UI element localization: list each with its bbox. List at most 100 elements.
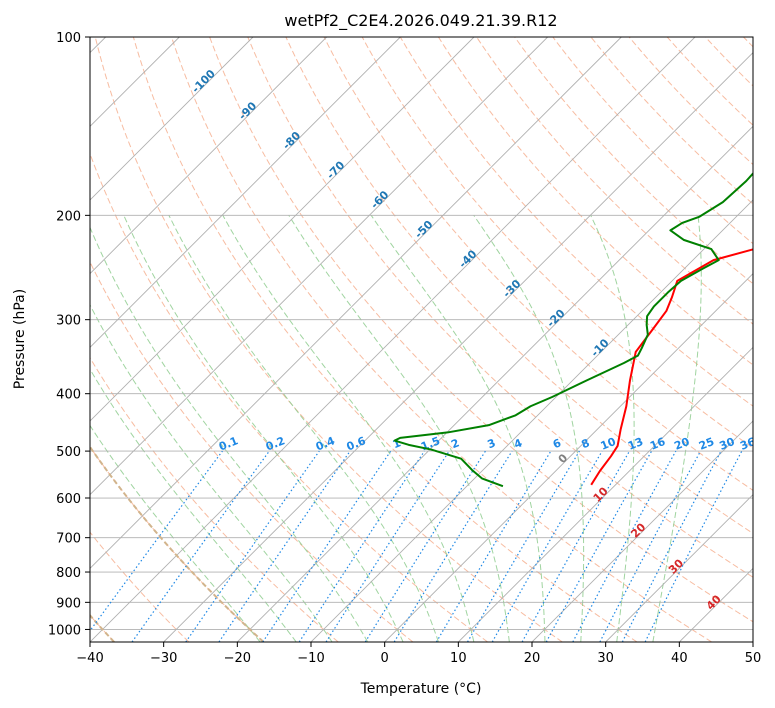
dry-adiabat-line — [90, 531, 190, 642]
isotherm-line — [752, 641, 753, 642]
y-tick-label: 400 — [56, 388, 81, 403]
moist-adiabat-line — [90, 424, 261, 642]
mixing-ratio-line — [325, 450, 450, 642]
moist-adiabat-line — [222, 215, 475, 642]
mixing-ratio-line — [466, 450, 580, 642]
mixing-ratio-line — [131, 450, 270, 642]
isotherm-label: -10 — [588, 336, 611, 359]
special-curve-line — [90, 445, 265, 642]
mixing-ratio-label: 36 — [738, 435, 757, 453]
isotherm-label: -50 — [412, 218, 435, 241]
dry-adiabat-line — [323, 37, 753, 491]
dry-adiabat-line — [438, 37, 753, 366]
dry-adiabat-line — [666, 37, 753, 126]
mixing-ratio-label: 2 — [449, 436, 461, 451]
dry-adiabat-line — [90, 356, 339, 642]
mixing-ratio-label: 0.1 — [217, 434, 240, 453]
mixing-ratio-label: 0.6 — [345, 434, 368, 453]
isotherm-label: -90 — [236, 99, 259, 122]
x-tick-label: 20 — [524, 651, 541, 666]
y-axis: 100 200 300 400 500 600 700 800 900 1000 — [48, 31, 90, 638]
isotherm-line — [531, 420, 753, 642]
mixing-ratio-label: 10 — [599, 435, 618, 453]
y-tick-label: 800 — [56, 566, 81, 581]
dry-adiabat-line — [94, 37, 563, 642]
mixing-ratio-label: 25 — [697, 435, 716, 453]
x-tick-label: 0 — [381, 651, 389, 666]
y-tick-label: 500 — [56, 445, 81, 460]
mixing-ratio-label: 1.5 — [419, 434, 442, 453]
dry-adiabat-line — [90, 152, 488, 642]
mixing-ratio-label: 1 — [391, 436, 403, 451]
dry-adiabat-line — [590, 37, 753, 205]
dry-adiabat-line — [247, 37, 753, 578]
isotherm-label: -30 — [500, 277, 523, 300]
isotherm-label: 30 — [666, 556, 686, 576]
x-tick-label: −40 — [76, 651, 103, 666]
x-tick-label: 30 — [597, 651, 614, 666]
isotherm-line — [90, 37, 548, 496]
mixing-ratio-line — [364, 450, 486, 642]
mixing-ratio-line — [393, 450, 513, 642]
x-axis-title: Temperature (°C) — [360, 681, 482, 697]
mixing-ratio-label: 13 — [626, 435, 645, 453]
dry-adiabat-line — [704, 37, 753, 87]
mixing-ratio-label: 3 — [486, 436, 498, 451]
y-axis-title: Pressure (hPa) — [12, 289, 28, 389]
dry-adiabat-line — [90, 446, 264, 642]
moist-adiabat-line — [123, 215, 404, 642]
mixing-ratio-label: 0.2 — [264, 434, 287, 453]
dewpoint-profile-line — [393, 172, 753, 488]
plot-frame — [89, 36, 754, 643]
isotherm-label: -60 — [368, 188, 391, 211]
moist-adiabat-line — [168, 215, 439, 642]
isotherm-line — [90, 37, 475, 422]
isotherm-line — [310, 199, 753, 642]
y-tick-label: 1000 — [48, 623, 81, 638]
isotherm-line — [90, 37, 401, 348]
isotherm-label: -40 — [456, 247, 479, 270]
mixing-ratio-line — [185, 450, 320, 642]
dry-adiabat-line — [476, 37, 753, 325]
dry-adiabat-line — [285, 37, 753, 535]
moist-adiabat-line — [288, 215, 510, 642]
mixing-ratio-line — [545, 450, 653, 642]
mixing-ratio-line — [599, 450, 702, 642]
x-tick-label: 50 — [745, 651, 762, 666]
dry-adiabat-line — [743, 37, 753, 48]
mixing-ratio-label: 16 — [648, 435, 667, 453]
dry-adiabat-line — [90, 260, 414, 642]
isotherm-label: 40 — [704, 592, 724, 612]
isotherm-line — [679, 567, 753, 642]
y-tick-label: 600 — [56, 492, 81, 507]
sounding-profiles — [393, 172, 753, 488]
isotherm-line — [605, 494, 753, 642]
x-tick-label: 40 — [671, 651, 688, 666]
isotherm-line — [458, 346, 753, 642]
y-tick-label: 200 — [56, 209, 81, 224]
isotherm-line — [163, 52, 753, 642]
y-tick-label: 300 — [56, 314, 81, 329]
y-tick-label: 700 — [56, 532, 81, 547]
mixing-ratio-line — [90, 450, 223, 632]
isotherm-line — [384, 273, 753, 642]
mixing-ratio-label: 20 — [672, 435, 691, 453]
chart-title: wetPf2_C2E4.2026.049.21.39.R12 — [284, 11, 557, 31]
moist-adiabat-line — [652, 215, 702, 642]
y-tick-label: 900 — [56, 596, 81, 611]
mixing-ratio-line — [262, 450, 392, 642]
y-tick-label: 100 — [56, 31, 81, 46]
temperature-profile-line — [590, 248, 753, 486]
mixing-ratio-line — [218, 450, 351, 642]
dry-adiabat-line — [171, 37, 713, 642]
moist-adiabat-line — [90, 368, 297, 642]
x-axis: −40 −30 −20 −10 0 10 20 30 40 50 — [76, 642, 761, 666]
x-tick-label: −20 — [224, 651, 251, 666]
mixing-ratio-label: 8 — [580, 436, 592, 451]
isotherm-line — [90, 37, 327, 275]
moist-adiabat-line — [90, 303, 333, 642]
isotherm-label: -80 — [280, 129, 303, 152]
dry-adiabat-line — [209, 37, 753, 623]
mixing-ratio-label: 30 — [718, 435, 737, 453]
dry-adiabat-line — [132, 37, 638, 642]
